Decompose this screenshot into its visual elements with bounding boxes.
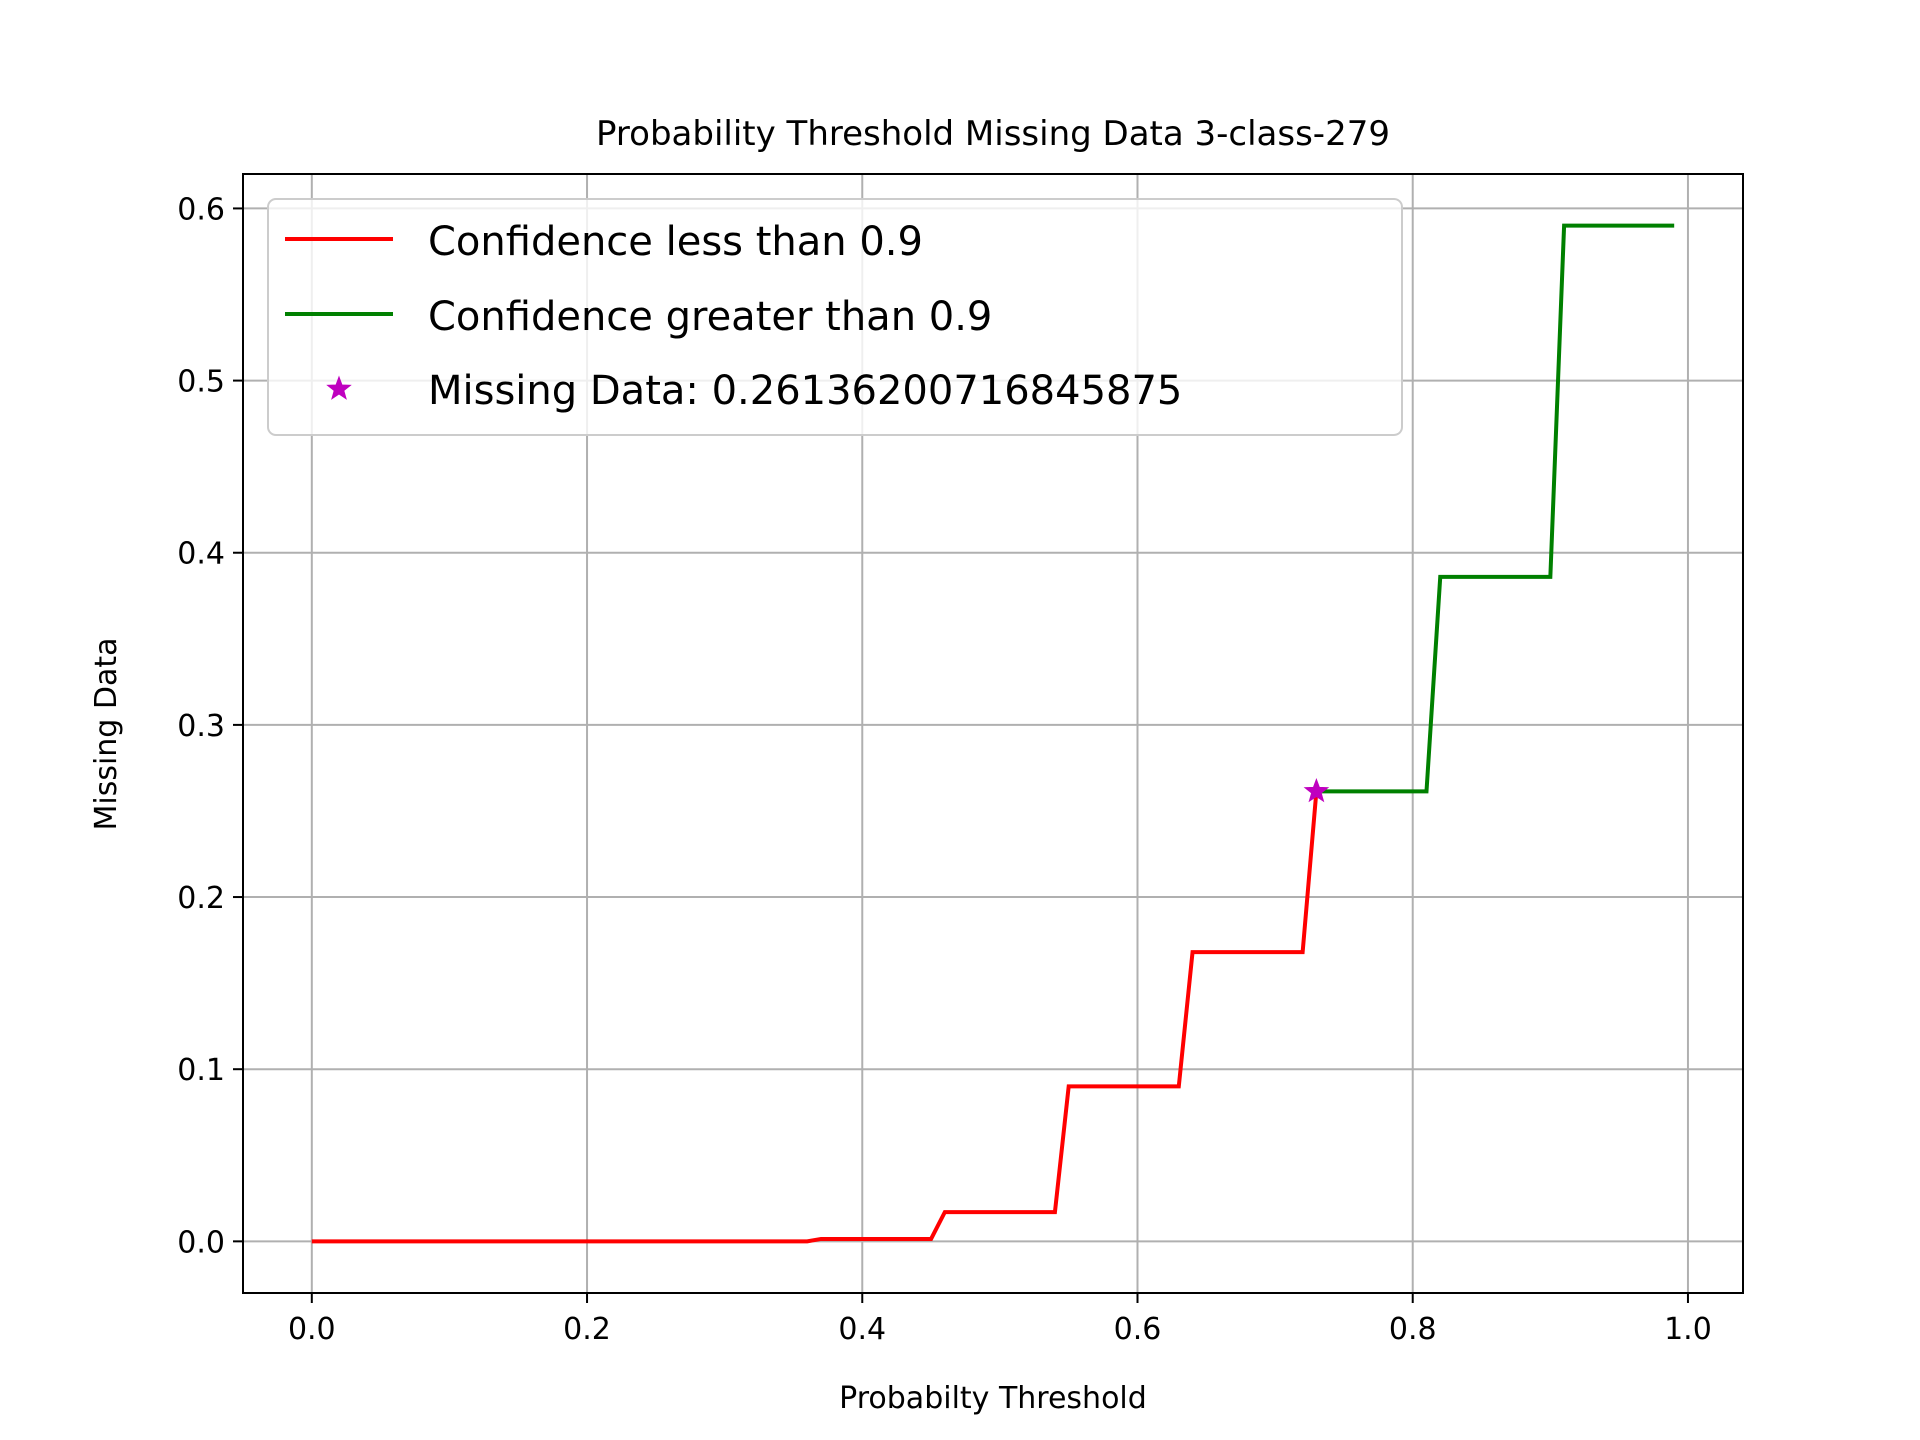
y-axis-ticks: 0.0 0.1 0.2 0.3 0.4 0.5 0.6 bbox=[177, 192, 243, 1260]
y-tick-label: 0.2 bbox=[177, 881, 225, 916]
x-tick-label: 1.0 bbox=[1664, 1312, 1712, 1347]
y-tick-label: 0.6 bbox=[177, 192, 225, 227]
chart-title: Probability Threshold Missing Data 3-cla… bbox=[596, 114, 1390, 154]
legend: Confidence less than 0.9 Confidence grea… bbox=[267, 198, 1403, 436]
x-tick-label: 0.2 bbox=[563, 1312, 611, 1347]
x-axis-ticks: 0.0 0.2 0.4 0.6 0.8 1.0 bbox=[288, 1293, 1712, 1347]
x-tick-label: 0.4 bbox=[838, 1312, 886, 1347]
x-tick-label: 0.0 bbox=[288, 1312, 336, 1347]
missing-data-star-marker bbox=[1303, 777, 1330, 803]
y-tick-label: 0.4 bbox=[177, 537, 225, 572]
series-line-2 bbox=[1316, 223, 1675, 794]
legend-label-marker: Missing Data: 0.26136200716845875 bbox=[428, 368, 1182, 414]
plot-frame bbox=[242, 173, 1744, 1294]
series-layer bbox=[311, 223, 1675, 1244]
x-axis-label: Probabilty Threshold bbox=[839, 1381, 1147, 1416]
x-tick-label: 0.6 bbox=[1114, 1312, 1162, 1347]
series-line-1 bbox=[311, 791, 1319, 1244]
y-tick-label: 0.3 bbox=[177, 709, 225, 744]
y-axis-label: Missing Data bbox=[89, 637, 124, 830]
legend-star-icon bbox=[326, 375, 352, 400]
y-tick-label: 0.1 bbox=[177, 1053, 225, 1088]
y-tick-label: 0.0 bbox=[177, 1225, 225, 1260]
x-tick-label: 0.8 bbox=[1389, 1312, 1437, 1347]
legend-label-series-1: Confidence less than 0.9 bbox=[428, 219, 923, 265]
marker-layer bbox=[1303, 777, 1330, 803]
y-tick-label: 0.5 bbox=[177, 365, 225, 400]
legend-box bbox=[267, 198, 1403, 436]
legend-label-series-2: Confidence greater than 0.9 bbox=[428, 294, 992, 340]
